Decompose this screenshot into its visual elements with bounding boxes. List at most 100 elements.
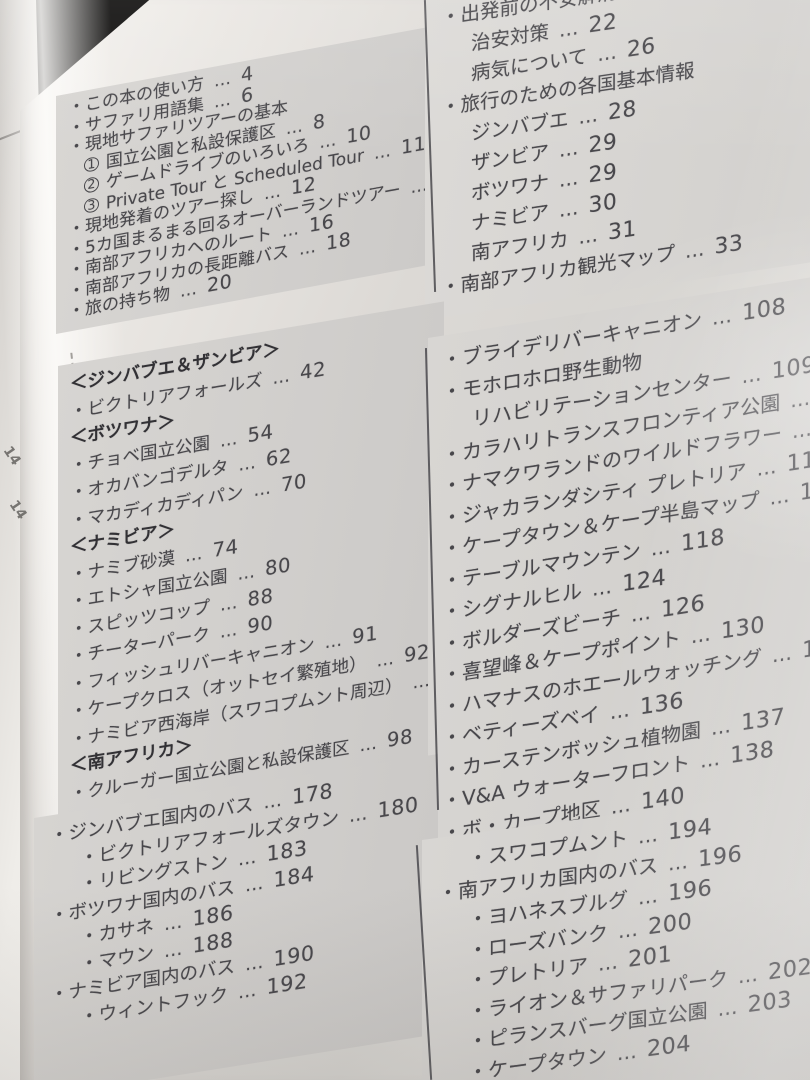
toc-page-number: 180 xyxy=(377,791,419,823)
leader-dots: … xyxy=(299,235,318,260)
toc-page-number: 54 xyxy=(247,419,274,447)
leader-dots: … xyxy=(592,573,614,602)
leader-dots: … xyxy=(164,937,185,962)
leader-dots: … xyxy=(263,789,285,814)
leader-dots: … xyxy=(711,712,733,740)
toc-page-number: 22 xyxy=(588,9,618,39)
toc-page-number: 92 xyxy=(403,639,430,668)
toc-page-number: 26 xyxy=(626,33,656,63)
toc-page-number: 70 xyxy=(280,468,307,497)
leader-dots: … xyxy=(792,415,810,444)
leader-dots: … xyxy=(237,561,258,585)
toc-page-number: 136 xyxy=(639,687,685,721)
leader-dots: … xyxy=(685,236,707,264)
leader-dots: … xyxy=(668,848,690,876)
toc-page-number: 109 xyxy=(771,351,810,385)
toc-middle-right-column: ・ブライデリバーキャニオン… 108 ・モホロホロ野生動物 リハビリテーションセンター… xyxy=(428,272,810,864)
toc-page-number: 11 xyxy=(799,475,810,507)
leader-dots: … xyxy=(769,482,792,510)
leader-dots: … xyxy=(690,620,713,649)
leader-dots: … xyxy=(373,140,393,164)
leader-dots: … xyxy=(559,165,581,192)
toc-page-number: 108 xyxy=(742,293,787,327)
leader-dots: … xyxy=(245,951,266,976)
toc-page-number: 201 xyxy=(628,941,673,973)
circled-number: 3 xyxy=(84,196,99,215)
toc-page-number: 204 xyxy=(646,1030,692,1062)
leader-dots: … xyxy=(272,365,293,389)
leader-dots: … xyxy=(578,222,601,250)
toc-page-number: 90 xyxy=(247,610,274,639)
leader-dots: … xyxy=(638,882,660,910)
toc-page-number: 20 xyxy=(207,270,233,298)
leader-dots: … xyxy=(790,384,810,413)
leader-dots: … xyxy=(559,195,581,222)
leader-dots: … xyxy=(324,629,345,653)
leader-dots: … xyxy=(772,639,794,668)
toc-page-number: 178 xyxy=(292,778,334,810)
toc-page-number: 186 xyxy=(192,900,234,931)
toc-page-number: 29 xyxy=(588,159,618,189)
toc-page-number: 28 xyxy=(608,96,637,126)
toc-page-number: 200 xyxy=(648,907,693,940)
leader-dots: … xyxy=(349,802,370,827)
leader-dots: … xyxy=(559,15,581,42)
toc-page-number: 80 xyxy=(265,553,291,581)
toc-page-number: 190 xyxy=(273,940,315,972)
leader-dots: … xyxy=(559,135,581,162)
leader-dots: … xyxy=(238,846,259,871)
leader-dots: … xyxy=(650,532,673,561)
leader-dots: … xyxy=(618,915,640,943)
toc-page-number: 134 xyxy=(802,630,810,664)
leader-dots: … xyxy=(741,360,764,389)
circled-number: 2 xyxy=(84,176,99,194)
toc-page-number: 62 xyxy=(265,443,292,472)
toc-page-number: 74 xyxy=(212,534,239,562)
toc-page-number: 130 xyxy=(720,611,766,645)
leader-dots: … xyxy=(609,696,632,725)
toc-page-number: 29 xyxy=(588,129,618,159)
leader-dots: … xyxy=(180,278,199,303)
toc-page-number: 203 xyxy=(747,986,792,1019)
leader-dots: … xyxy=(282,218,301,243)
toc-page-number: 91 xyxy=(352,620,379,649)
toc-page-number: 184 xyxy=(273,861,315,892)
leader-dots: … xyxy=(253,477,273,501)
toc-page-number: 137 xyxy=(741,702,786,736)
leader-dots: … xyxy=(756,452,779,481)
leader-dots: … xyxy=(712,302,734,331)
toc-page-number: 42 xyxy=(300,356,326,385)
leader-dots: … xyxy=(219,619,240,643)
leader-dots: … xyxy=(185,542,205,567)
toc-page-number: 192 xyxy=(266,968,308,999)
toc-page-number: 202 xyxy=(768,953,810,985)
toc-page-number: 196 xyxy=(668,874,713,907)
leader-dots: … xyxy=(359,732,379,757)
toc-page-number: 31 xyxy=(608,216,637,246)
toc-page-number: 11 xyxy=(400,131,427,159)
toc-page-number: 112 xyxy=(786,443,810,477)
leader-dots: … xyxy=(238,452,258,476)
toc-page-number: 33 xyxy=(714,230,744,260)
toc-page-number: 138 xyxy=(730,736,775,770)
leader-dots: … xyxy=(238,978,259,1004)
leader-dots: … xyxy=(164,911,185,936)
toc-page-number: 8 xyxy=(312,109,326,134)
toc-middle-left-column: ＜ジンバブエ＆ザンビア＞ ・ビクトリアフォールズ… 42 ＜ボツワナ＞ ・チョベ国立公園… xyxy=(58,301,466,822)
leader-dots: … xyxy=(245,871,266,897)
leader-dots: … xyxy=(597,40,619,67)
leader-dots: … xyxy=(220,592,240,616)
leader-dots: … xyxy=(376,648,396,672)
leader-dots: … xyxy=(220,428,240,452)
toc-page-number: 126 xyxy=(661,589,706,623)
toc-page-number: 196 xyxy=(698,840,743,873)
toc-page-number: 98 xyxy=(386,724,413,752)
toc-page-number: 30 xyxy=(588,189,618,219)
leader-dots: … xyxy=(638,821,660,849)
toc-page-number: 118 xyxy=(680,523,726,557)
toc-page-number: 18 xyxy=(326,227,352,255)
leader-dots: … xyxy=(578,102,601,130)
leader-dots: … xyxy=(214,68,233,92)
toc-page-number: 183 xyxy=(266,835,308,867)
